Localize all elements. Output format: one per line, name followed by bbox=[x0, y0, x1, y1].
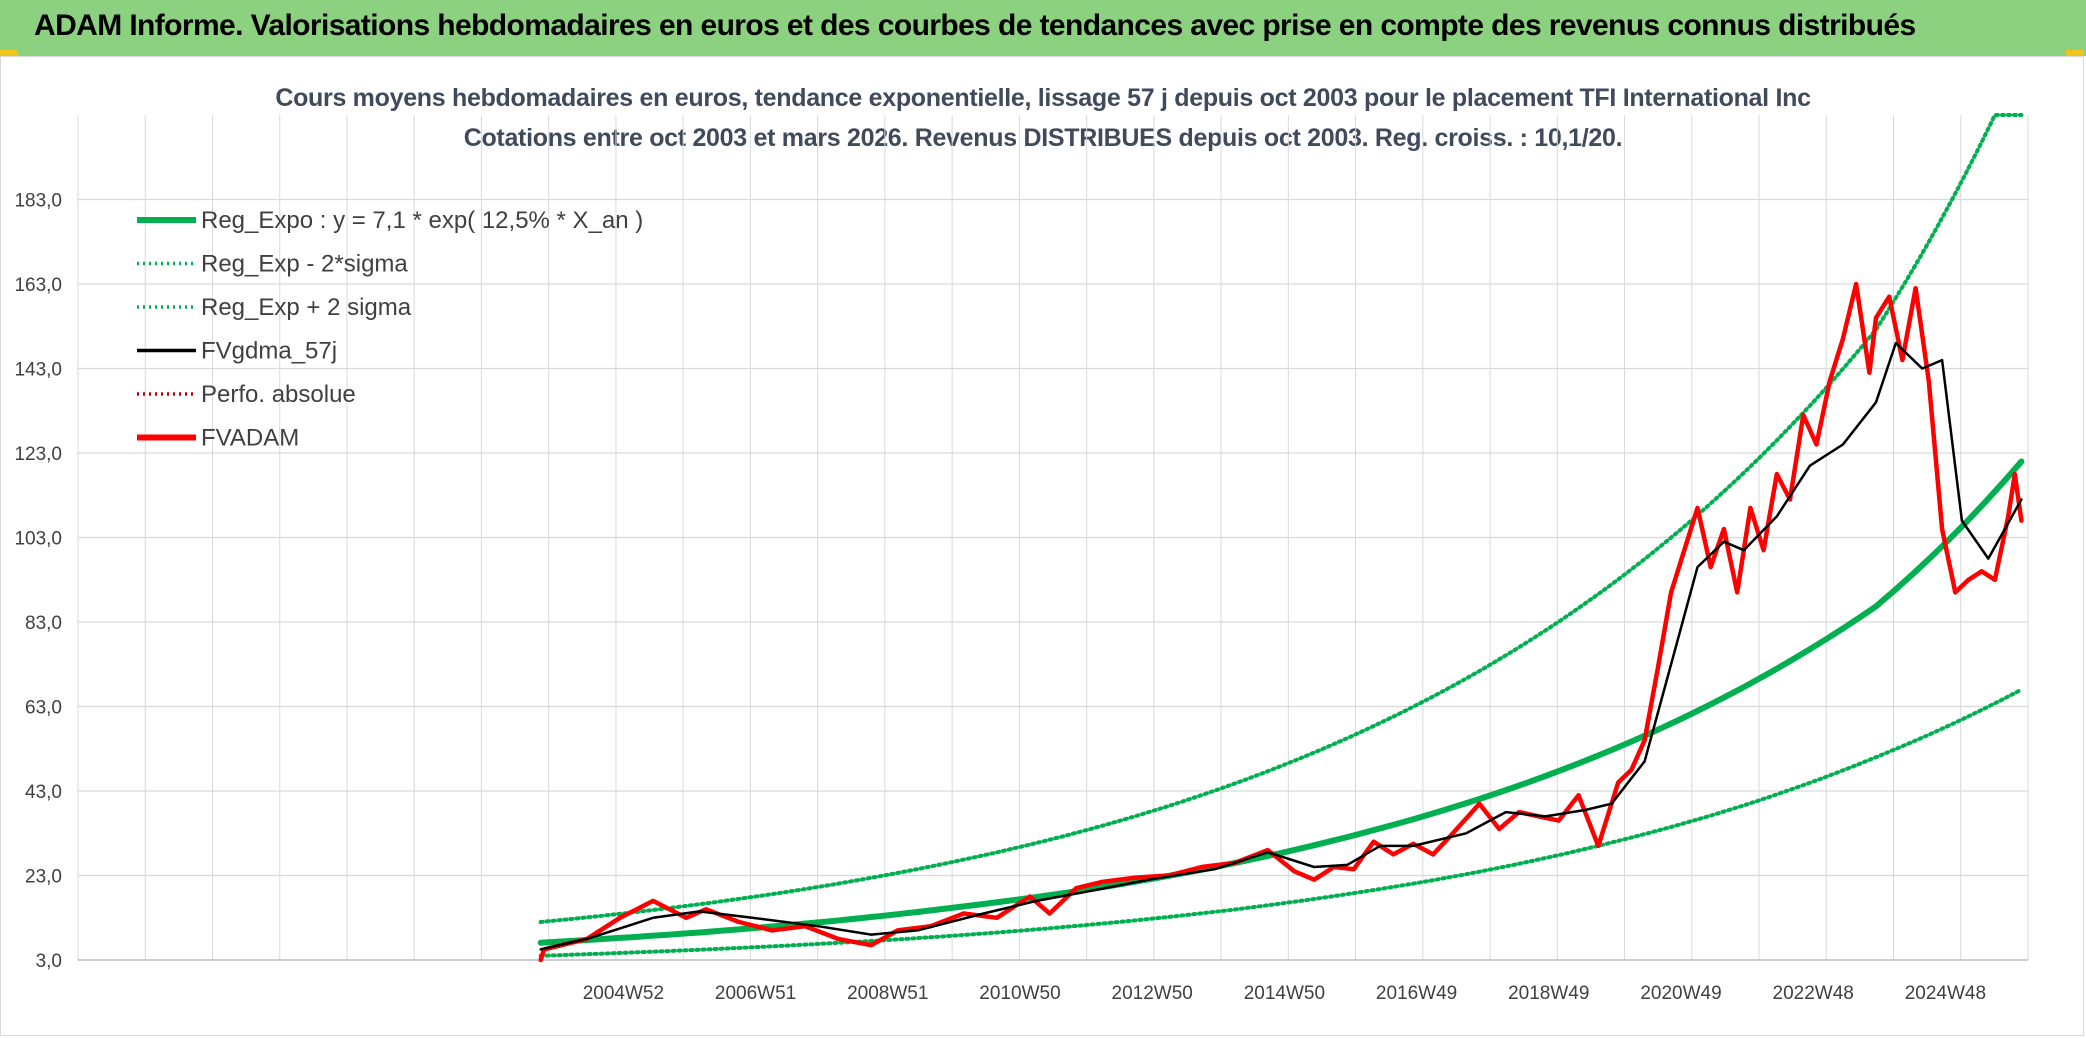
legend-label: FVADAM bbox=[201, 425, 299, 452]
x-tick-label: 2014W50 bbox=[1244, 983, 1325, 1004]
legend-label: Reg_Expo : y = 7,1 * exp( 12,5% * X_an ) bbox=[201, 207, 643, 234]
x-tick-label: 2006W51 bbox=[715, 983, 796, 1004]
legend-label: FVgdma_57j bbox=[201, 338, 337, 365]
legend-label: Reg_Exp + 2 sigma bbox=[201, 294, 412, 321]
corner-mark-left bbox=[0, 50, 18, 56]
x-tick-label: 2008W51 bbox=[847, 983, 928, 1004]
x-tick-label: 2020W49 bbox=[1640, 983, 1721, 1004]
chart-frame bbox=[0, 56, 2084, 1036]
x-tick-label: 2016W49 bbox=[1376, 983, 1457, 1004]
legend-label: Perfo. absolue bbox=[201, 381, 356, 408]
x-tick-label: 2010W50 bbox=[979, 983, 1060, 1004]
y-tick-label: 123,0 bbox=[14, 444, 62, 465]
series-line-reg-expo bbox=[537, 458, 2025, 946]
corner-mark-right bbox=[2066, 50, 2084, 56]
y-tick-label: 3,0 bbox=[36, 951, 62, 972]
chart-subtitle: Cotations entre oct 2003 et mars 2026. R… bbox=[463, 124, 1623, 152]
y-tick-label: 183,0 bbox=[14, 191, 62, 212]
y-tick-label: 63,0 bbox=[25, 698, 62, 719]
series-line-reg-exp-2-sigma bbox=[538, 687, 2024, 958]
x-tick-label: 2024W48 bbox=[1905, 983, 1986, 1004]
y-tick-label: 143,0 bbox=[14, 360, 62, 381]
x-tick-label: 2004W52 bbox=[583, 983, 664, 1004]
y-tick-label: 23,0 bbox=[25, 867, 62, 888]
series-line-fvgdma-57j bbox=[539, 341, 2023, 951]
title-banner bbox=[0, 0, 2086, 56]
y-tick-label: 163,0 bbox=[14, 275, 62, 296]
y-tick-label: 103,0 bbox=[14, 529, 62, 550]
x-tick-label: 2012W50 bbox=[1112, 983, 1193, 1004]
y-tick-label: 43,0 bbox=[25, 782, 62, 803]
legend-label: Reg_Exp - 2*sigma bbox=[201, 251, 408, 278]
y-tick-label: 83,0 bbox=[25, 613, 62, 634]
x-tick-label: 2018W49 bbox=[1508, 983, 1589, 1004]
chart-title: Cours moyens hebdomadaires en euros, ten… bbox=[275, 84, 1811, 112]
x-tick-label: 2022W48 bbox=[1773, 983, 1854, 1004]
series-line-reg-exp-2-sigma bbox=[538, 113, 2024, 924]
page-title: ADAM Informe. Valorisations hebdomadaire… bbox=[34, 9, 1916, 42]
